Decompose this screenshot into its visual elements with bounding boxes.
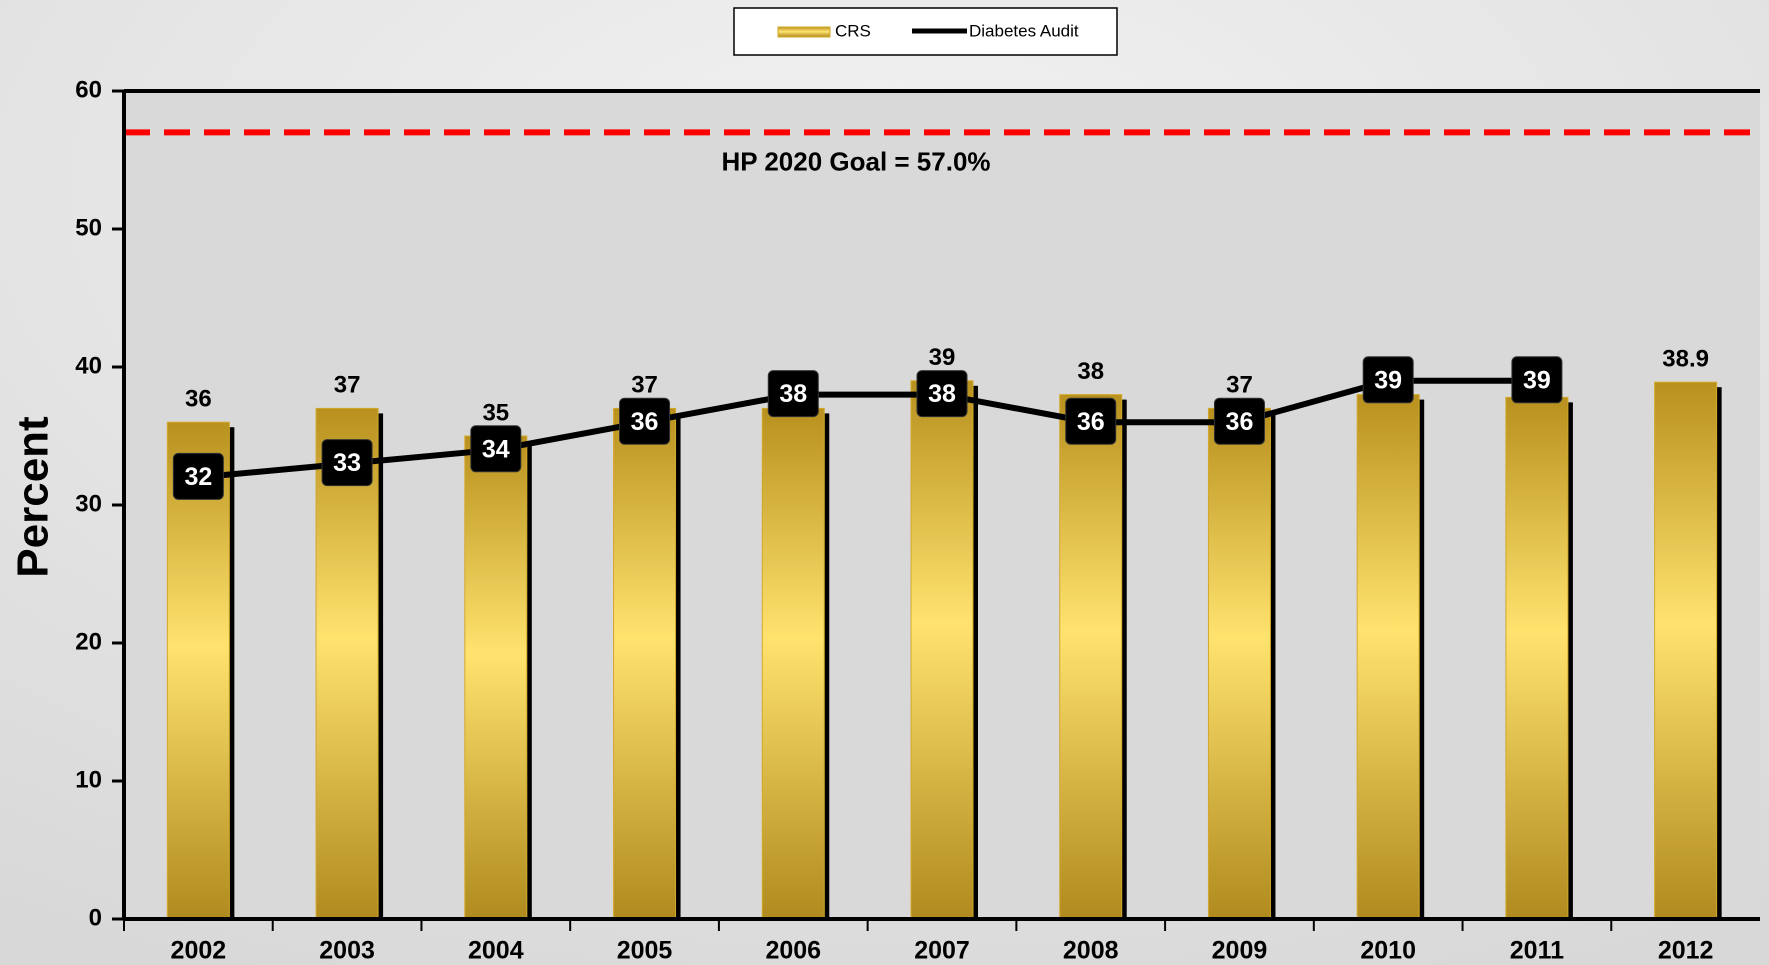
line-value-label: 36 — [1077, 408, 1105, 436]
bar-value-label: 39 — [929, 344, 956, 371]
line-value-label: 36 — [1226, 408, 1254, 436]
bar — [315, 407, 379, 920]
y-tick-label: 50 — [75, 214, 102, 241]
line-label-box — [321, 439, 373, 487]
bar — [1356, 394, 1420, 920]
y-tick-label: 20 — [75, 628, 102, 655]
x-tick-label: 2008 — [1063, 937, 1119, 965]
line-label-box — [1213, 397, 1265, 445]
bar-value-label: 36 — [185, 386, 212, 413]
bar — [761, 407, 825, 920]
line-value-label: 38 — [779, 380, 807, 408]
line-label-box — [916, 370, 968, 418]
y-axis-label: Percent — [9, 416, 58, 578]
line-label-box — [619, 397, 671, 445]
line-value-label: 36 — [631, 408, 659, 436]
x-tick-label: 2011 — [1510, 937, 1564, 965]
line-value-label: 34 — [482, 435, 510, 463]
line-label-box — [767, 370, 819, 418]
bar-value-label: 37 — [1226, 372, 1253, 399]
bar — [166, 421, 230, 920]
goal-label: HP 2020 Goal = 57.0% — [721, 146, 990, 176]
y-tick-label: 40 — [75, 352, 102, 379]
line-value-label: 32 — [184, 463, 212, 491]
x-tick-label: 2006 — [765, 937, 821, 965]
bar — [910, 380, 974, 920]
bar — [1059, 394, 1123, 920]
y-tick-label: 0 — [89, 904, 102, 931]
x-tick-label: 2007 — [914, 937, 970, 965]
bar — [464, 435, 528, 920]
x-tick-label: 2012 — [1658, 937, 1714, 965]
bar-value-label: 37 — [631, 372, 658, 399]
bar-value-label: 35 — [482, 399, 509, 426]
y-tick-label: 60 — [75, 76, 102, 103]
bar — [1505, 396, 1569, 920]
line-value-label: 39 — [1374, 366, 1402, 394]
line-label-box — [172, 452, 224, 500]
bar-value-label: 37 — [334, 372, 361, 399]
bar-value-label: 38 — [1077, 358, 1104, 385]
line — [198, 377, 1537, 481]
x-tick-label: 2004 — [468, 937, 524, 965]
line-label-box — [1362, 356, 1414, 404]
x-tick-label: 2002 — [171, 937, 227, 965]
legend-label: Diabetes Audit — [969, 21, 1079, 40]
line-value-label: 38 — [928, 380, 956, 408]
line-label-box — [1511, 356, 1563, 404]
x-tick-label: 2005 — [617, 937, 673, 965]
y-tick-label: 10 — [75, 766, 102, 793]
bar-value-label: 38.9 — [1662, 346, 1709, 373]
line-label-box — [470, 425, 522, 473]
x-tick-label: 2009 — [1212, 937, 1268, 965]
y-tick-label: 30 — [75, 490, 102, 517]
x-tick-label: 2010 — [1360, 937, 1416, 965]
line-value-label: 39 — [1523, 366, 1551, 394]
legend-swatch — [777, 26, 831, 38]
line-label-box — [1065, 397, 1117, 445]
bar — [1654, 381, 1718, 920]
line-value-label: 33 — [333, 449, 361, 477]
legend-label: CRS — [835, 21, 871, 40]
bar — [1207, 407, 1271, 920]
x-tick-label: 2003 — [319, 937, 375, 965]
bar — [613, 407, 677, 920]
